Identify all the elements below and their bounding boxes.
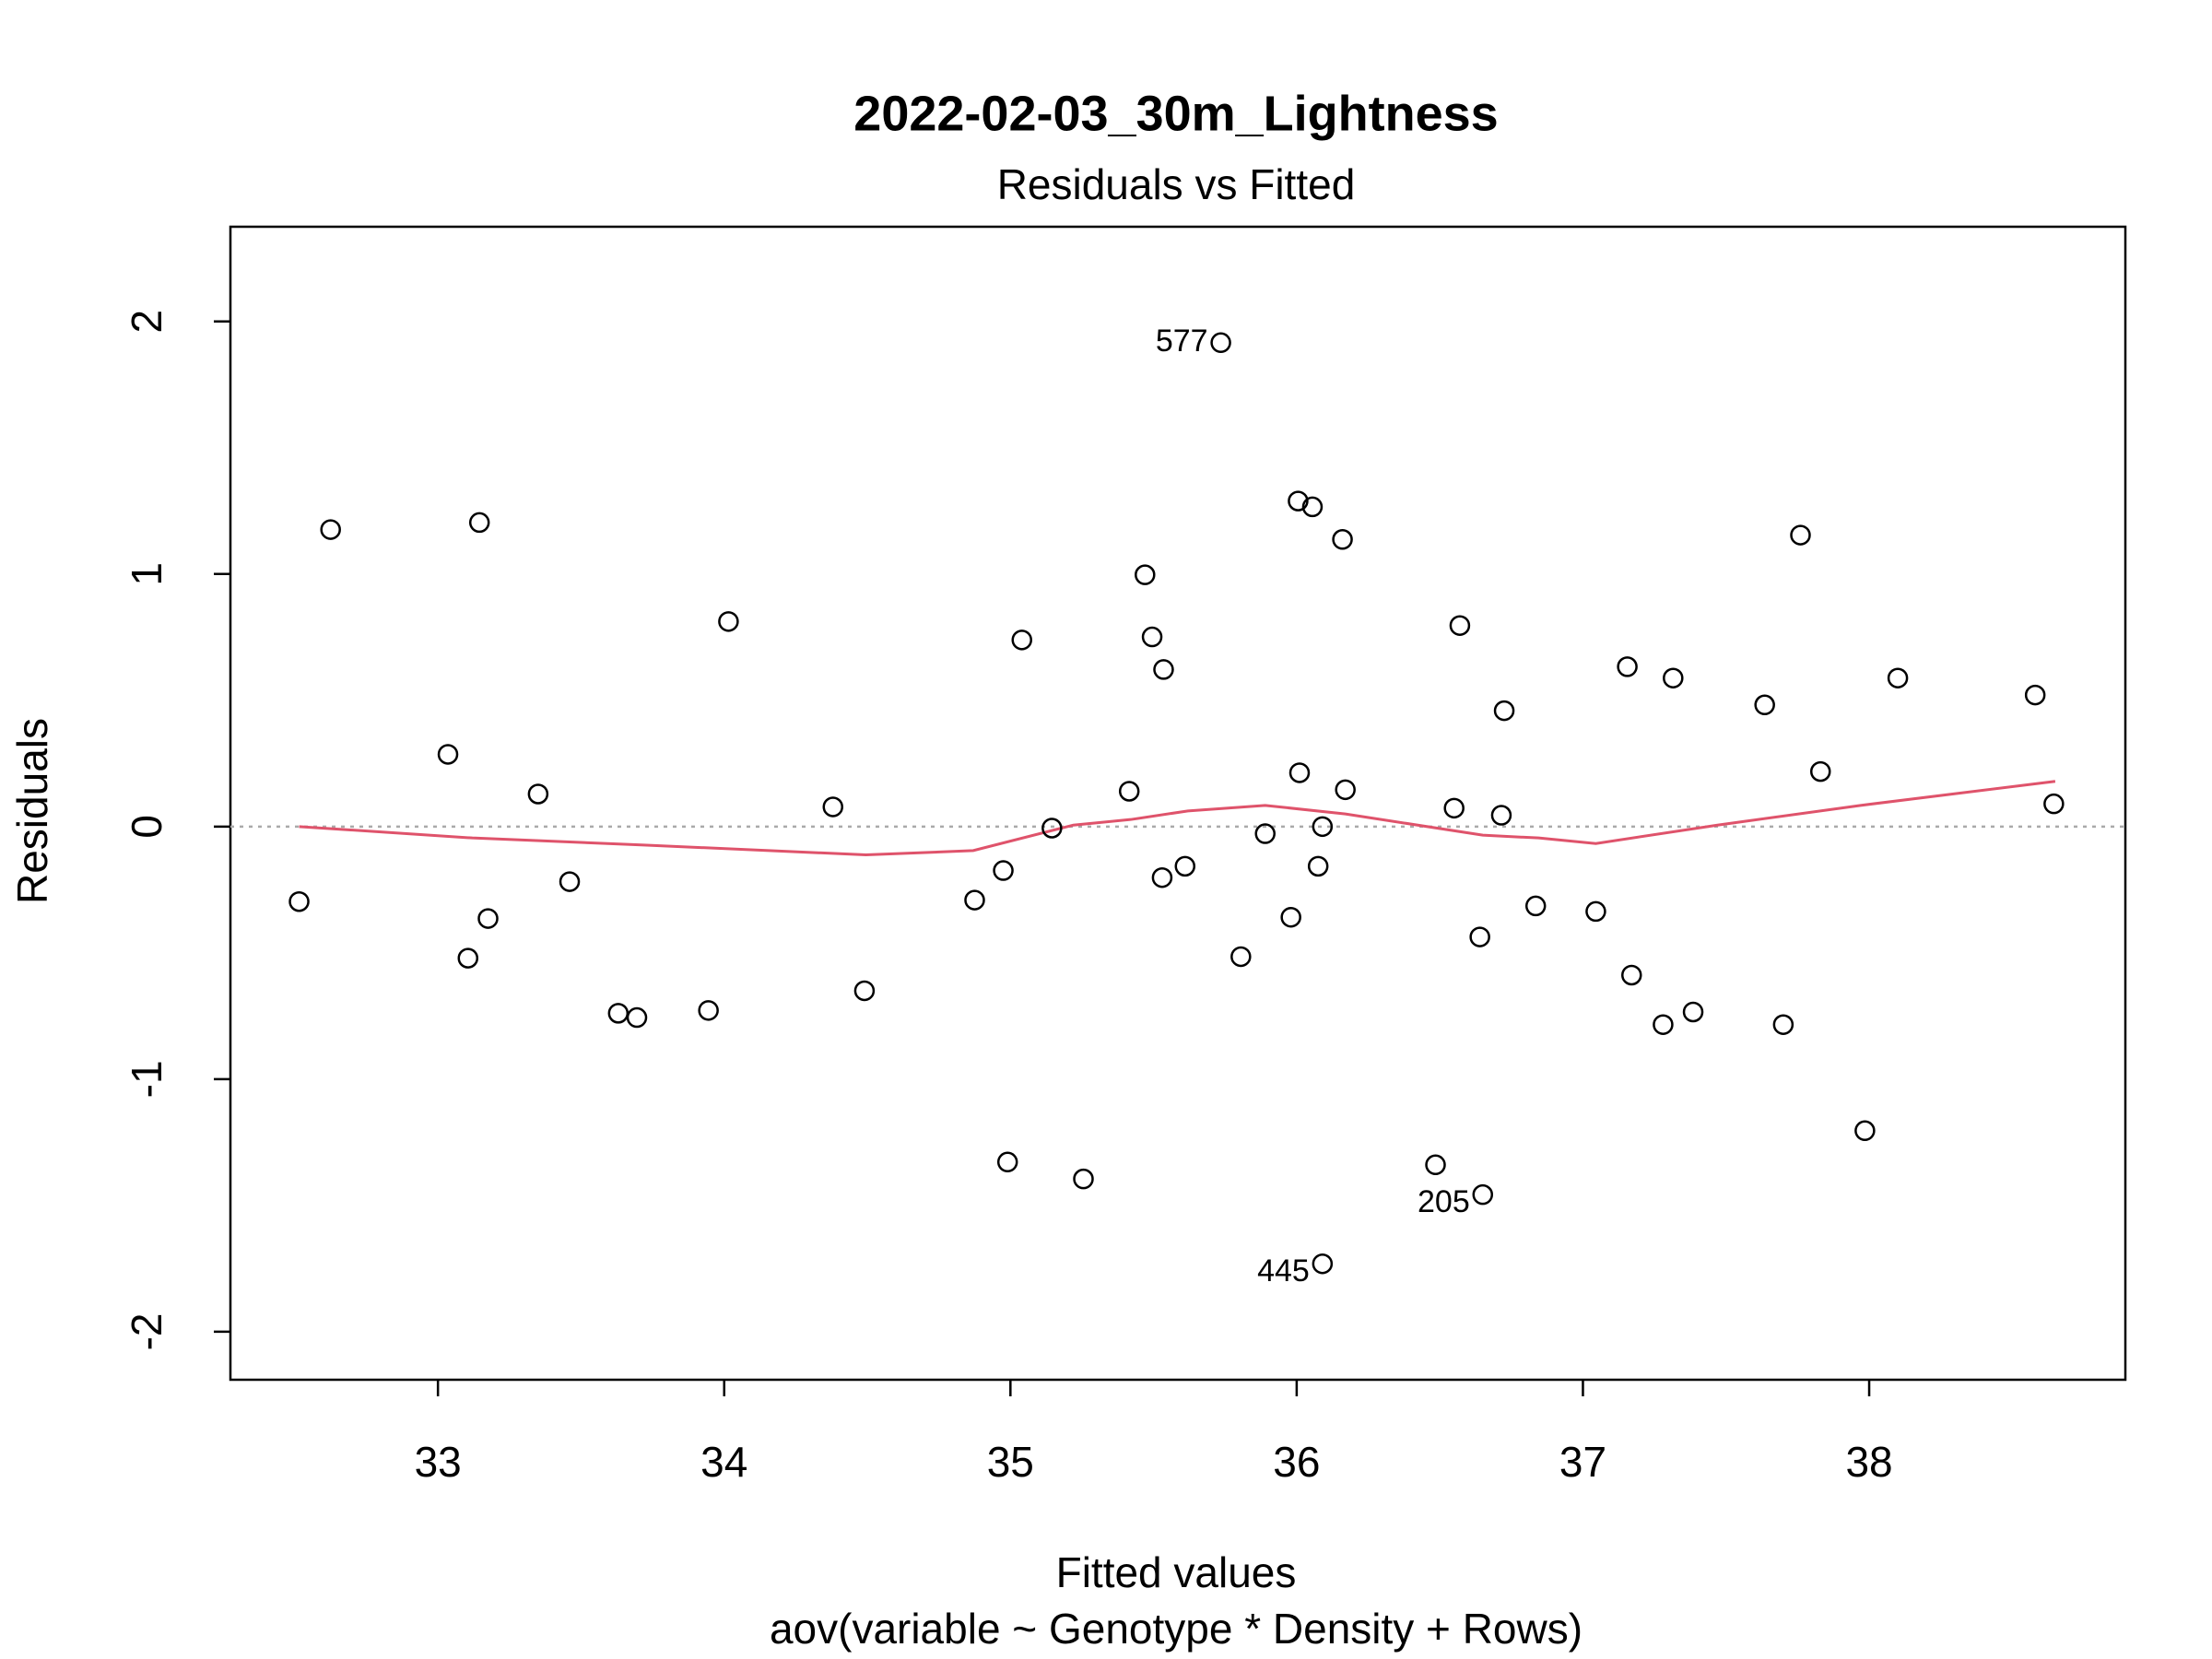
y-tick-label: -2 [123,1312,171,1350]
point [1073,1168,1094,1190]
point [1312,1253,1334,1275]
x-axis-label: Fitted values [1056,1548,1297,1596]
plot-frame [229,225,2127,1382]
point [1118,781,1140,802]
chart-subtitle: Residuals vs Fitted [997,160,1356,208]
y-tick-label: 1 [123,562,171,586]
point [1153,659,1174,680]
point [1332,529,1353,550]
point [1617,656,1638,677]
y-tick-label: -1 [123,1060,171,1098]
point [607,1003,629,1024]
point [822,796,844,818]
point [1809,760,1831,782]
x-tick-label: 33 [415,1438,462,1486]
point [1653,1014,1674,1035]
point [1280,906,1301,928]
point [1335,779,1356,801]
x-axis-sublabel: aov(variable ~ Genotype * Density + Rows… [770,1605,1583,1653]
point [457,947,479,969]
point [853,980,876,1002]
point [559,871,581,892]
point [698,1000,719,1021]
y-tick-label: 0 [123,815,171,839]
x-tick-label: 35 [987,1438,1034,1486]
point [288,890,310,912]
point [1524,895,1547,917]
point [1288,490,1309,512]
point [626,1006,648,1029]
point [1151,866,1173,888]
point [1493,700,1515,722]
point [1041,818,1063,839]
point [1011,629,1032,651]
point [1288,762,1311,783]
point [468,512,490,534]
point-label: 577 [1156,324,1208,359]
point [1174,855,1196,877]
x-tick-label: 37 [1559,1438,1606,1486]
point [1425,1154,1446,1176]
x-tick-label: 34 [700,1438,747,1486]
chart-title: 2022-02-03_30m_Lightness [853,86,1498,141]
point [718,611,739,632]
point [1307,855,1329,877]
point [1621,964,1642,986]
point [1301,496,1324,518]
point [1585,900,1606,923]
point [527,783,549,805]
point [1312,816,1334,838]
point [1772,1014,1794,1035]
x-tick-label: 38 [1845,1438,1892,1486]
y-tick-label: 2 [123,310,171,334]
point [1141,626,1163,648]
point [1472,1183,1494,1206]
point [1663,667,1684,688]
point [2043,793,2065,815]
point [2024,684,2046,706]
point [477,908,499,929]
point [1887,667,1909,688]
point [1854,1120,1876,1142]
point [437,744,459,765]
point [1469,926,1490,947]
point [1682,1001,1704,1023]
x-tick-label: 36 [1273,1438,1320,1486]
point [1449,615,1471,636]
point-label: 445 [1257,1253,1310,1288]
point [1210,332,1231,354]
point [1254,823,1276,844]
point [1490,805,1512,826]
point [1443,797,1465,819]
point [320,519,341,540]
point [1754,694,1775,716]
point [1135,564,1156,585]
point [996,1151,1018,1173]
point-label: 205 [1418,1184,1470,1219]
point [993,860,1014,881]
point [1230,946,1252,968]
smooth-line [299,780,2056,857]
y-axis-label: Residuals [8,718,56,904]
point [1790,524,1811,546]
point [964,889,985,911]
